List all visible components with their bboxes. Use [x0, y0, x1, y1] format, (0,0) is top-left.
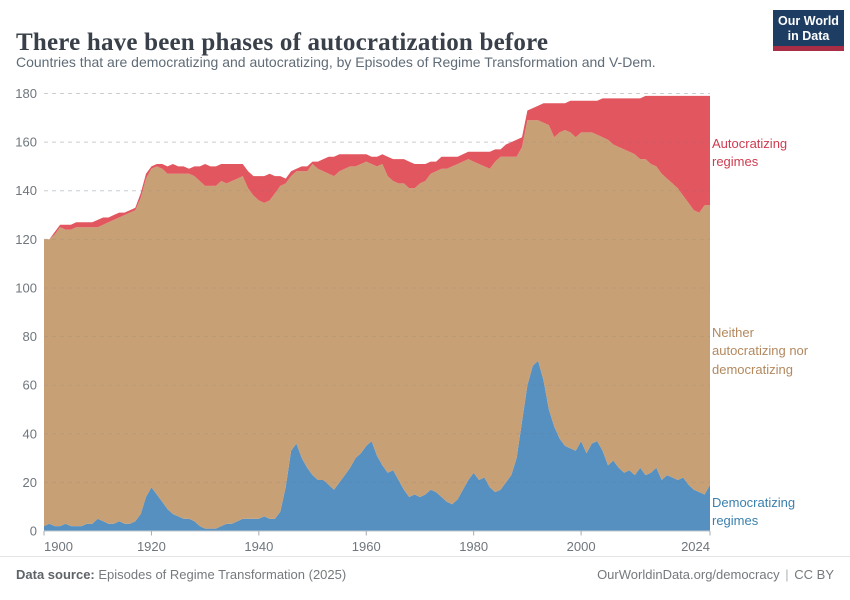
license-link[interactable]: CC BY [794, 567, 834, 582]
x-tick-label: 1920 [137, 539, 166, 554]
owid-logo: Our World in Data [773, 10, 844, 51]
y-tick-label: 80 [23, 329, 37, 344]
chart-subtitle: Countries that are democratizing and aut… [16, 54, 656, 70]
data-source: Data source: Episodes of Regime Transfor… [16, 567, 346, 582]
y-tick-label: 60 [23, 378, 37, 393]
y-tick-label: 40 [23, 426, 37, 441]
x-tick-label: 1940 [244, 539, 273, 554]
y-tick-label: 0 [30, 524, 37, 539]
area-autocratizing-regimes [44, 95, 710, 240]
x-tick-label: 2024 [681, 539, 710, 554]
owid-url-link[interactable]: OurWorldinData.org/democracy [597, 567, 780, 582]
y-tick-label: 120 [15, 232, 37, 247]
y-tick-label: 20 [23, 475, 37, 490]
y-tick-label: 100 [15, 280, 37, 295]
footer-right: OurWorldinData.org/democracy | CC BY [597, 567, 834, 582]
x-tick-label: 1900 [44, 539, 73, 554]
area-democratizing-regimes [44, 360, 710, 531]
page-title: There have been phases of autocratizatio… [16, 28, 549, 56]
owid-logo-line2: in Data [787, 28, 830, 43]
area-neither [44, 120, 710, 529]
data-source-value: Episodes of Regime Transformation (2025) [94, 567, 347, 582]
owid-logo-line1: Our World [778, 14, 839, 28]
x-tick-label: 2000 [567, 539, 596, 554]
legend-democratizing-regimes: Democratizing regimes [712, 495, 796, 529]
y-gridlines-overlay [44, 93, 710, 483]
legend-neither: Neither autocratizing nor democratizing [712, 325, 809, 377]
x-tick-label: 1980 [459, 539, 488, 554]
footer-divider: | [785, 567, 789, 582]
y-tick-label: 180 [15, 86, 37, 101]
legend-autocratizing-regimes: Autocratizing regimes [712, 136, 788, 170]
chart-footer: Data source: Episodes of Regime Transfor… [0, 556, 850, 582]
y-tick-label: 160 [15, 135, 37, 150]
y-tick-label: 140 [15, 183, 37, 198]
data-source-label: Data source: [16, 567, 95, 582]
x-tick-label: 1960 [352, 539, 381, 554]
